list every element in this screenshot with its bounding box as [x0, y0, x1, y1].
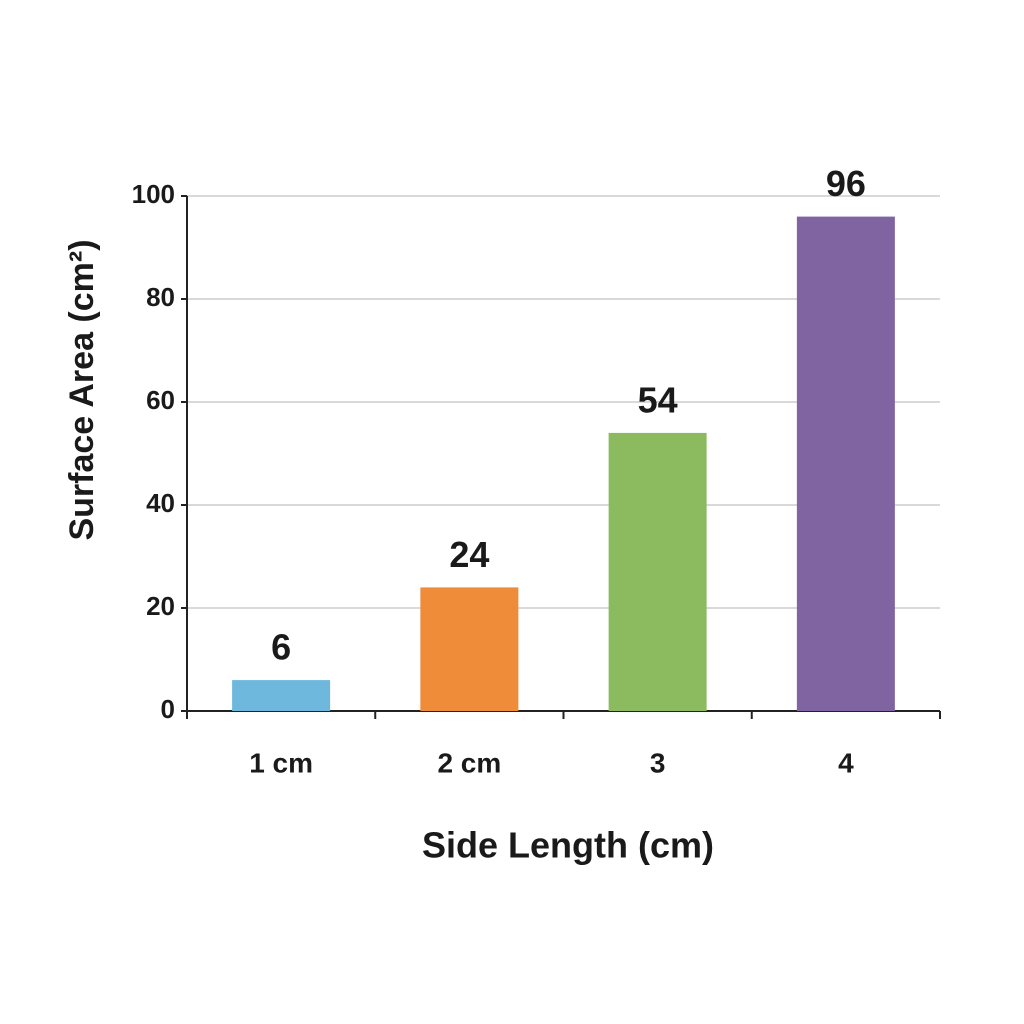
value-label: 6 — [271, 627, 291, 668]
value-label: 96 — [826, 163, 866, 204]
y-tick-label: 80 — [146, 282, 175, 312]
x-tick-label: 1 cm — [249, 747, 313, 778]
bar — [796, 216, 895, 711]
value-label: 24 — [449, 534, 489, 575]
x-axis-title: Side Length (cm) — [422, 825, 714, 866]
y-axis-title: Surface Area (cm²) — [63, 239, 101, 540]
x-tick-label: 4 — [838, 747, 854, 778]
x-tick-label: 3 — [650, 747, 666, 778]
bar — [232, 680, 331, 711]
bar — [420, 587, 519, 711]
y-tick-label: 100 — [132, 179, 175, 209]
bar — [608, 432, 707, 711]
y-tick-label: 60 — [146, 385, 175, 415]
value-label: 54 — [638, 379, 678, 420]
y-tick-label: 20 — [146, 591, 175, 621]
y-tick-label: 40 — [146, 488, 175, 518]
y-tick-label: 0 — [161, 694, 175, 724]
x-tick-label: 2 cm — [437, 747, 501, 778]
